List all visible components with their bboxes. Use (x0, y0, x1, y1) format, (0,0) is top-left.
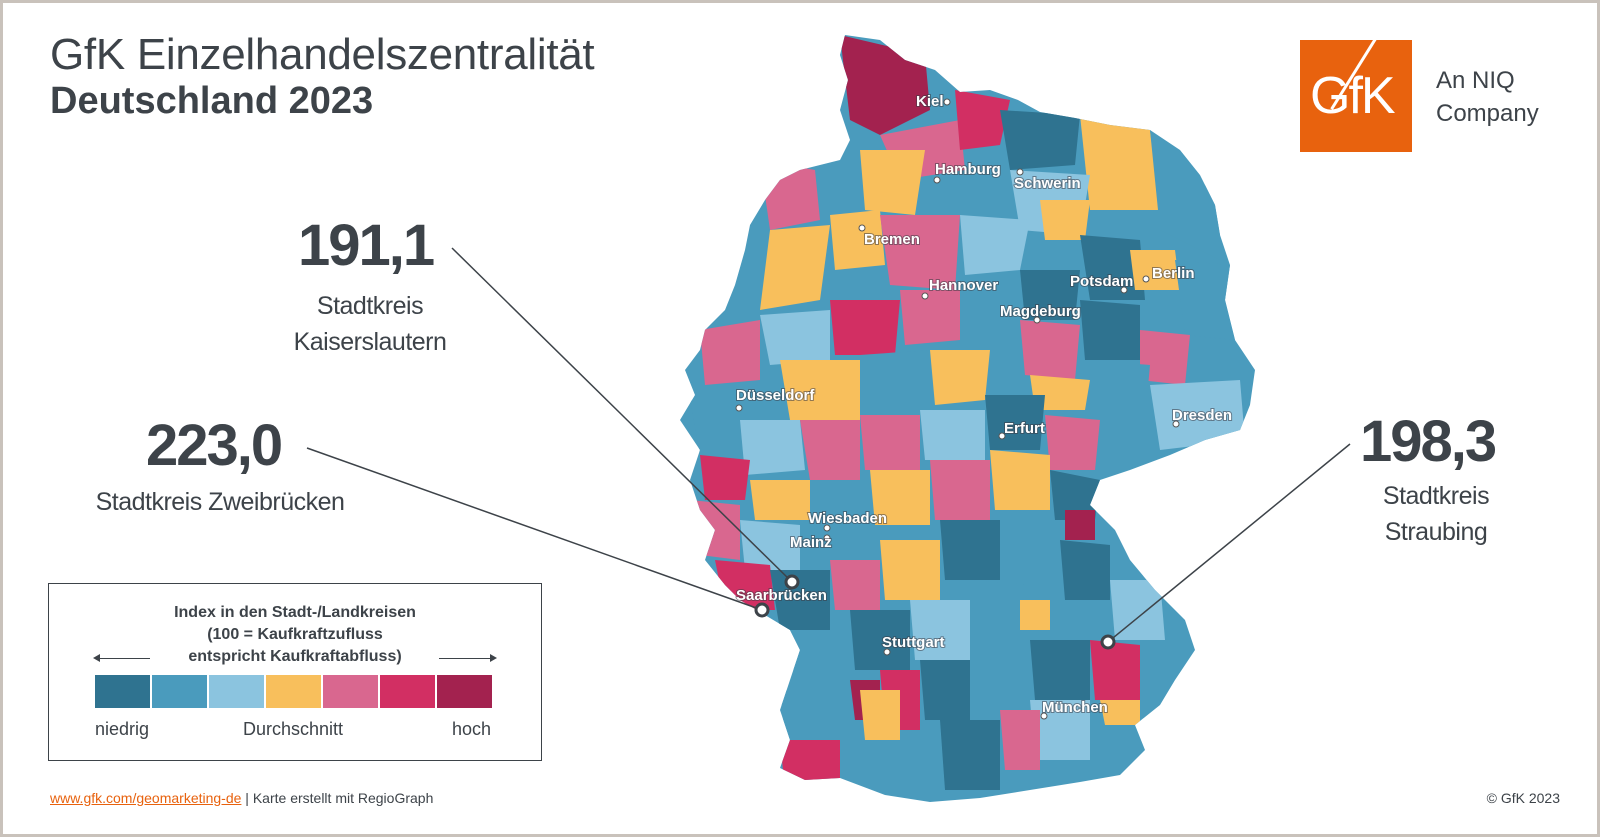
footer-copyright: © GfK 2023 (1486, 790, 1560, 806)
city-label-berlin: Berlin (1152, 265, 1195, 282)
footer-text: | Karte erstellt mit RegioGraph (241, 790, 434, 806)
legend-arrow-left-icon (95, 658, 150, 659)
marker-zweibruecken (754, 602, 770, 618)
city-label-dresden: Dresden (1172, 407, 1232, 424)
footer-link[interactable]: www.gfk.com/geomarketing-de (50, 790, 242, 806)
city-label-magdeburg: Magdeburg (1000, 303, 1081, 320)
city-label-stuttgart: Stuttgart (882, 634, 945, 651)
callout-label-kaiserslautern-line-1: Stadtkreis (316, 292, 424, 320)
gfk-logo: GfK (1300, 40, 1412, 152)
legend-title-line-1: Index in den Stadt-/Landkreisen (174, 604, 416, 621)
city-labels: Kiel Hamburg Schwerin Bremen Hannover Po… (735, 92, 1233, 717)
city-markers (735, 98, 1180, 720)
city-label-kiel: Kiel (916, 93, 944, 110)
legend-title-line-3: entspricht Kaufkraftabfluss) (188, 648, 402, 665)
callout-label-straubing: Stadtkreis Straubing (1336, 478, 1536, 550)
city-label-wiesbaden: Wiesbaden (808, 510, 887, 527)
legend: Index in den Stadt-/Landkreisen (100 = K… (48, 583, 542, 761)
legend-swatch-3 (209, 675, 264, 708)
city-label-mainz: Mainz (790, 534, 832, 551)
callout-label-straubing-line-2: Straubing (1384, 518, 1488, 546)
legend-mid-label: Durchschnitt (243, 719, 344, 739)
city-label-erfurt: Erfurt (1004, 420, 1045, 437)
city-label-saarbruecken: Saarbrücken (736, 587, 827, 604)
city-label-muenchen: München (1042, 699, 1108, 716)
district-mosaic (680, 35, 1255, 802)
city-label-schwerin: Schwerin (1014, 175, 1081, 192)
legend-swatch-2 (152, 675, 207, 708)
callout-value-kaiserslautern: 191,1 (298, 213, 435, 278)
legend-swatches (95, 675, 492, 708)
city-label-bremen: Bremen (864, 231, 920, 248)
callout-leader-lines (306, 247, 1351, 650)
callout-value-straubing: 198,3 (1360, 409, 1497, 474)
legend-title-line-2: (100 = Kaufkraftzufluss (207, 626, 383, 643)
tagline-line-1: An NIQ (1436, 67, 1515, 94)
footer-source: www.gfk.com/geomarketing-de | Karte erst… (50, 790, 433, 806)
marker-kaiserslautern (784, 574, 800, 590)
legend-swatch-7 (437, 675, 492, 708)
callout-label-straubing-line-1: Stadtkreis (1382, 482, 1490, 510)
legend-low-label: niedrig (95, 719, 150, 739)
legend-arrowhead-left-icon (93, 654, 100, 662)
legend-arrow-right-icon (439, 658, 494, 659)
legend-high-label: hoch (452, 719, 492, 739)
title-line-2: Deutschland 2023 (50, 80, 374, 122)
legend-swatch-5 (323, 675, 378, 708)
logo-tagline: An NIQ Company (1436, 64, 1586, 130)
legend-swatch-4 (266, 675, 321, 708)
callout-value-zweibruecken: 223,0 (146, 413, 283, 478)
title-line-1: GfK Einzelhandelszentralität (50, 30, 595, 79)
callout-label-zweibruecken: Stadtkreis Zweibrücken (95, 488, 345, 516)
legend-swatch-1 (95, 675, 150, 708)
legend-title: Index in den Stadt-/Landkreisen (100 = K… (49, 602, 541, 668)
city-label-hamburg: Hamburg (935, 161, 1001, 178)
city-label-duesseldorf: Düsseldorf (736, 387, 815, 404)
tagline-line-2: Company (1436, 100, 1539, 127)
callout-label-kaiserslautern-line-2: Kaiserslautern (293, 328, 447, 356)
legend-arrowhead-right-icon (490, 654, 497, 662)
city-label-potsdam: Potsdam (1070, 273, 1133, 290)
callout-label-kaiserslautern: Stadtkreis Kaiserslautern (270, 288, 470, 360)
legend-swatch-6 (380, 675, 435, 708)
city-label-hannover: Hannover (929, 277, 998, 294)
marker-straubing (1100, 634, 1116, 650)
